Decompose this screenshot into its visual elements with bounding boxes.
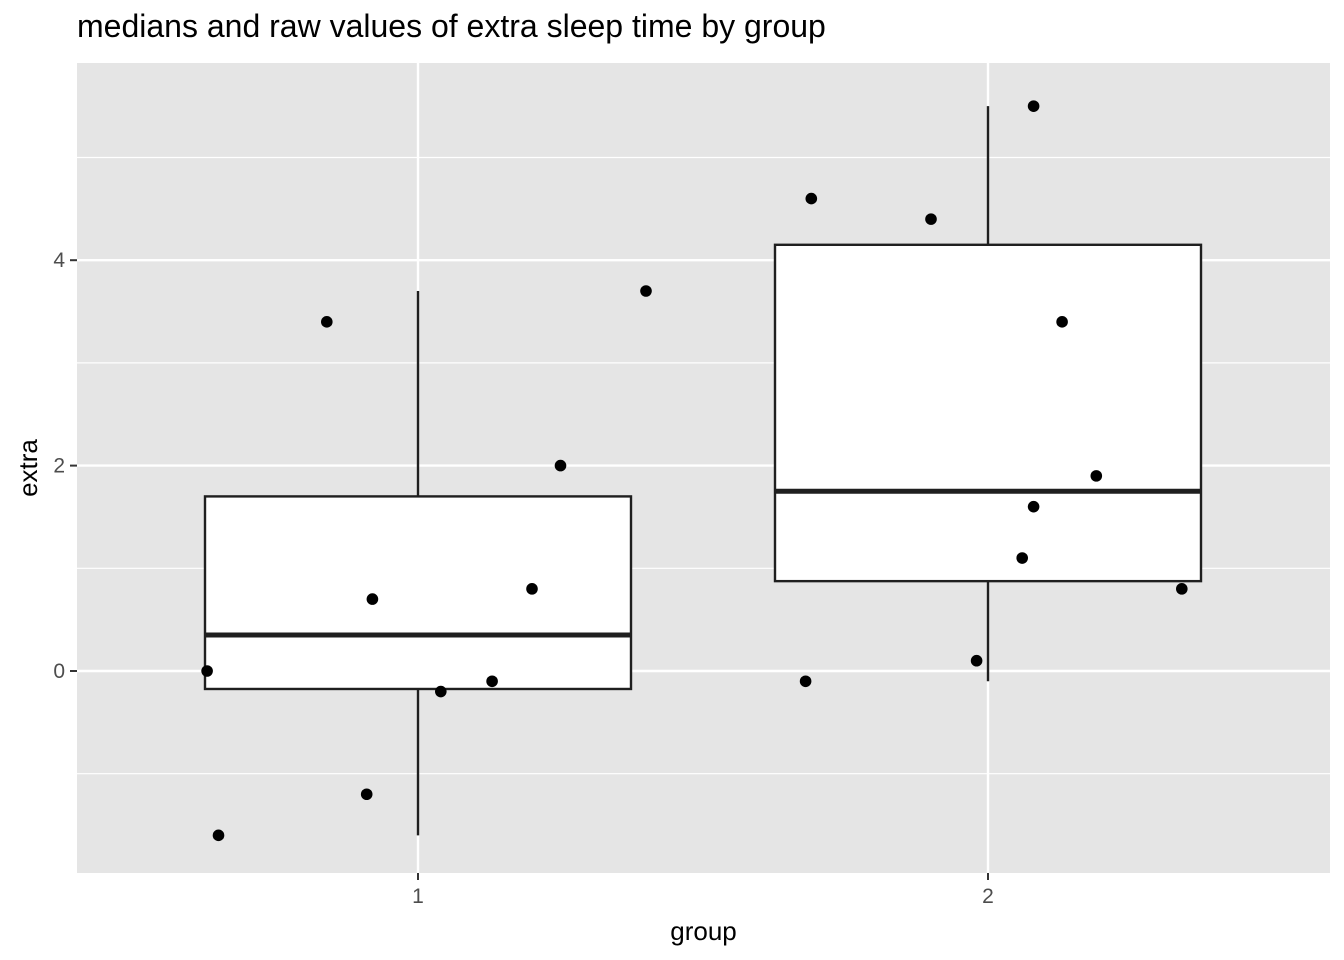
data-point <box>1016 552 1028 564</box>
data-point <box>1090 470 1103 482</box>
data-point <box>925 213 937 225</box>
y-tick-label: 0 <box>53 660 65 683</box>
data-point <box>360 788 373 801</box>
data-point <box>1027 500 1040 513</box>
x-axis-title: group <box>670 916 737 946</box>
data-point <box>201 665 213 677</box>
data-point <box>970 654 983 667</box>
data-point <box>554 459 567 472</box>
raw-points <box>201 100 1188 842</box>
box <box>773 243 1203 583</box>
data-point <box>526 583 538 595</box>
data-point <box>212 829 225 842</box>
data-point <box>435 685 447 698</box>
y-axis: 0 2 4 <box>53 249 77 683</box>
boxplot-group-2 <box>773 106 1203 682</box>
data-point <box>805 192 818 205</box>
boxplot-group-1 <box>203 291 633 836</box>
data-point <box>1027 100 1040 112</box>
data-point <box>321 316 333 328</box>
data-point <box>799 675 812 688</box>
y-tick-label: 4 <box>53 249 65 272</box>
data-point <box>1176 583 1188 595</box>
data-point <box>1056 316 1068 328</box>
data-point <box>366 593 379 605</box>
data-point <box>640 285 652 297</box>
chart-title: medians and raw values of extra sleep ti… <box>77 8 826 44</box>
boxplots <box>203 106 1203 836</box>
x-tick-label: 2 <box>982 885 994 908</box>
data-point <box>486 675 498 688</box>
y-axis-title: extra <box>13 439 43 497</box>
y-tick-label: 2 <box>53 455 65 478</box>
box <box>203 495 633 691</box>
x-tick-label: 1 <box>412 885 424 908</box>
